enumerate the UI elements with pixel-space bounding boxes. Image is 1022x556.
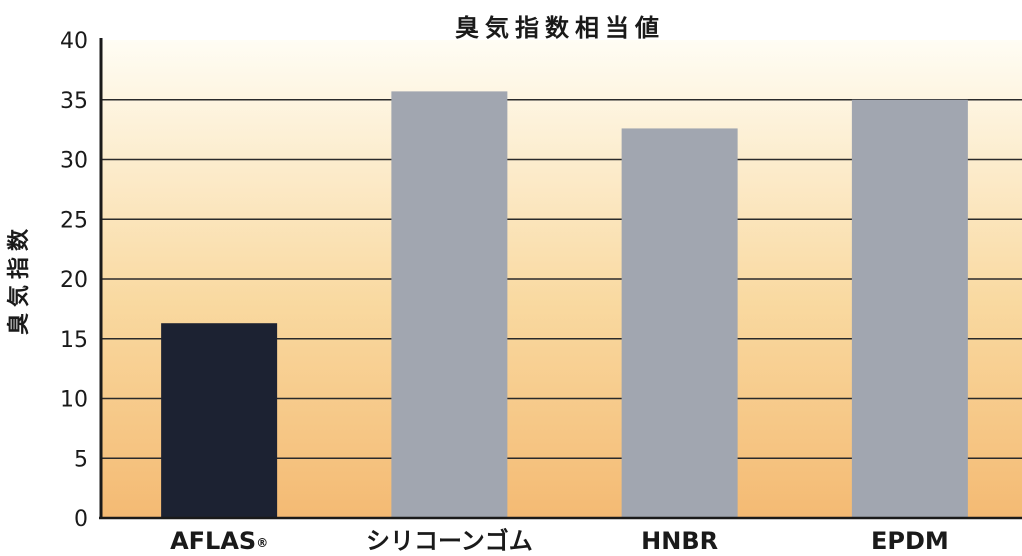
y-tick-label: 25 bbox=[60, 208, 88, 233]
y-tick-label: 15 bbox=[60, 328, 88, 353]
y-tick-label: 30 bbox=[60, 149, 88, 174]
x-tick-label: シリコーンゴム bbox=[366, 527, 533, 555]
bar-EPDM bbox=[851, 99, 968, 518]
bar-AFLAS bbox=[161, 323, 278, 518]
y-tick-label: 20 bbox=[60, 268, 88, 293]
bars bbox=[161, 91, 968, 518]
y-tick-label: 0 bbox=[74, 507, 88, 532]
bar-HNBR bbox=[621, 128, 738, 518]
x-tick-labels: AFLAS® シリコーンゴム HNBR EPDM bbox=[170, 527, 949, 555]
y-tick-labels: 0 5 10 15 20 25 30 35 40 bbox=[60, 29, 88, 532]
y-tick-label: 5 bbox=[74, 447, 88, 472]
bar-シリコーンゴム bbox=[391, 91, 508, 518]
chart-title: 臭気指数相当値 bbox=[455, 14, 665, 42]
x-tick-label: HNBR bbox=[641, 527, 718, 555]
y-tick-label: 10 bbox=[60, 388, 88, 413]
y-tick-label: 35 bbox=[60, 89, 88, 114]
registered-mark: ® bbox=[256, 536, 268, 550]
x-tick-label: EPDM bbox=[871, 527, 949, 555]
x-tick-label: AFLAS® bbox=[170, 527, 268, 555]
y-axis-label: 臭気指数 bbox=[6, 223, 32, 335]
y-tick-label: 40 bbox=[60, 29, 88, 54]
